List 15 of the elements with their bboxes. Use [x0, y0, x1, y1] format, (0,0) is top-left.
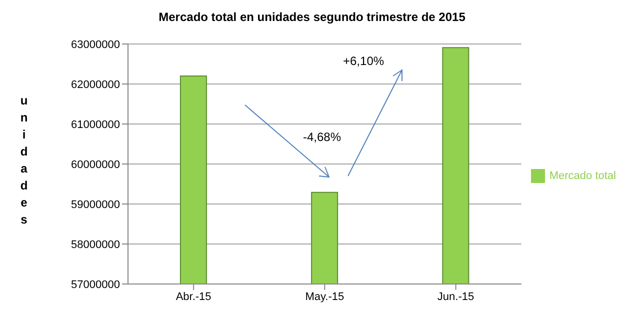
y-tick-label: 61000000 [71, 118, 120, 131]
y-tick-label: 62000000 [71, 78, 120, 91]
chart-title: Mercado total en unidades segundo trimestre de 2015 [158, 9, 466, 26]
annotation: -4,68% [303, 130, 342, 144]
y-tick-label: 60000000 [71, 158, 120, 171]
x-tick-label: Jun.-15 [437, 290, 474, 303]
x-tick-label: Abr.-15 [176, 290, 212, 303]
y-tick-label: 57000000 [71, 278, 120, 291]
annotation: +6,10% [343, 54, 384, 68]
y-tick-label: 63000000 [71, 38, 120, 51]
y-axis-title: unidades [20, 94, 28, 226]
legend-label: Mercado total [549, 169, 616, 182]
y-tick-label: 58000000 [71, 238, 120, 251]
y-tick-label: 59000000 [71, 198, 120, 211]
x-tick-label: May.-15 [305, 290, 344, 303]
